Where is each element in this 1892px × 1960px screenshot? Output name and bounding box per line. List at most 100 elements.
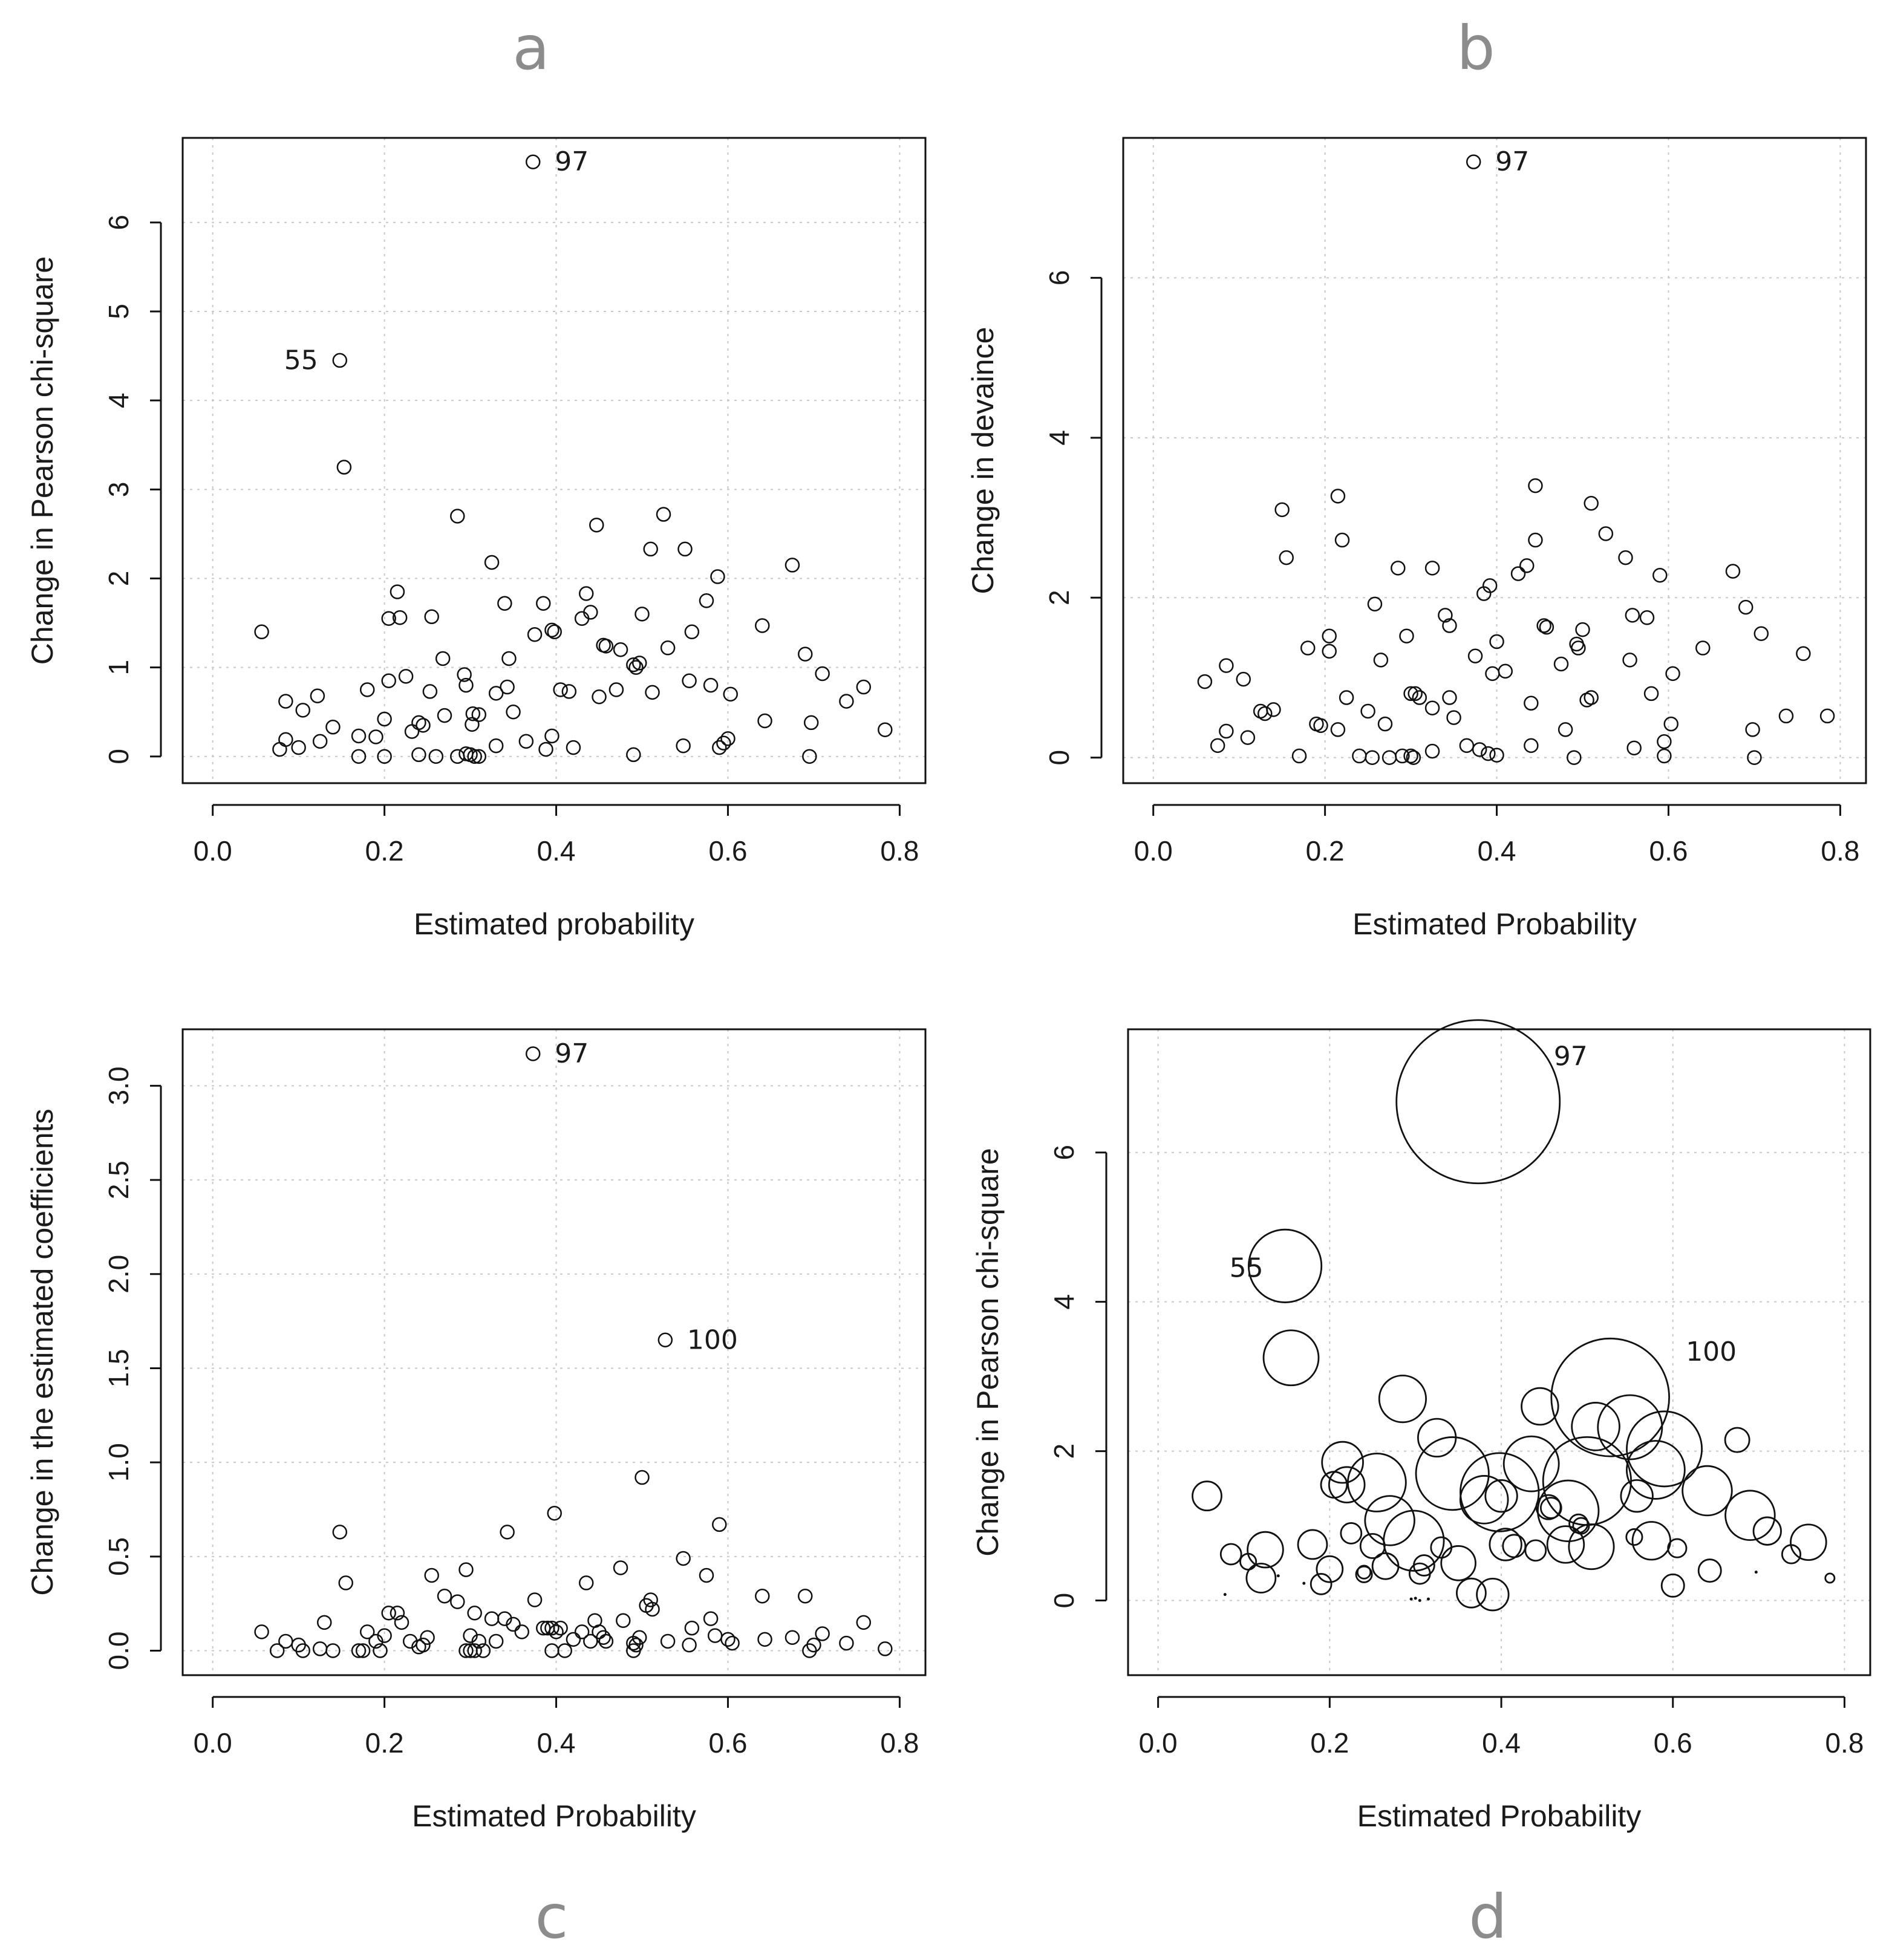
plot-frame — [181, 1028, 927, 1676]
data-point — [1413, 1554, 1435, 1577]
data-point — [596, 1630, 611, 1645]
data-point — [802, 749, 817, 764]
y-tick-label: 0 — [103, 749, 134, 764]
data-point — [467, 749, 482, 764]
data-point — [1553, 656, 1569, 672]
data-point — [1667, 1538, 1688, 1558]
panel-letter-a: a — [512, 13, 550, 83]
data-point — [1266, 702, 1281, 717]
data-point — [707, 1628, 723, 1643]
data-point — [332, 1525, 348, 1540]
data-point — [254, 1624, 269, 1639]
x-tick-label: 0.4 — [537, 835, 576, 867]
plot-frame — [181, 137, 927, 784]
plot-c: 0.0 0.2 0.4 0.6 0.8 Estimated Probability 0.0 0… — [25, 1028, 927, 1833]
data-point — [1320, 1471, 1348, 1499]
x-axis-title: Estimated Probability — [412, 1799, 696, 1833]
data-point — [351, 749, 367, 764]
data-point — [488, 686, 504, 701]
y-tick-label: 1 — [103, 660, 134, 676]
data-point — [578, 586, 594, 601]
data-point — [1328, 1466, 1366, 1503]
data-point — [1643, 686, 1659, 702]
data-point — [1408, 686, 1423, 702]
data-point — [450, 1594, 465, 1609]
data-point — [699, 1568, 714, 1583]
y-tick-label: 3 — [103, 482, 134, 498]
data-point — [1415, 1436, 1490, 1511]
data-point — [1625, 1528, 1643, 1546]
data-point — [1466, 154, 1481, 169]
data-point — [312, 734, 328, 749]
data-point — [1472, 742, 1487, 757]
data-point — [710, 569, 725, 584]
data-point — [589, 517, 604, 533]
data-point — [785, 558, 800, 573]
data-point — [525, 1046, 541, 1061]
data-point — [1276, 1574, 1280, 1578]
data-point — [390, 1605, 405, 1621]
data-point — [1274, 502, 1290, 518]
data-point — [1391, 561, 1406, 576]
data-point — [1753, 626, 1769, 642]
data-point — [634, 607, 650, 622]
data-point — [1456, 1577, 1487, 1609]
data-point — [632, 656, 647, 671]
data-point — [613, 1560, 628, 1575]
data-point — [634, 1470, 650, 1485]
data-point — [525, 154, 541, 169]
data-point — [684, 624, 700, 640]
data-point — [632, 1630, 647, 1645]
x-tick-label: 0.6 — [709, 835, 748, 867]
data-point — [325, 1643, 341, 1658]
data-point — [336, 460, 352, 475]
data-point — [1584, 690, 1599, 705]
data-point — [1571, 1402, 1620, 1451]
data-point — [839, 694, 854, 709]
data-point — [1467, 648, 1483, 664]
data-point — [458, 1562, 474, 1577]
data-point — [626, 747, 641, 763]
data-point — [381, 611, 396, 626]
x-axis-title: Estimated probability — [414, 907, 694, 941]
data-point — [1489, 747, 1504, 763]
x-axis-title: Estimated Probability — [1357, 1799, 1642, 1833]
scatter-points — [254, 1046, 893, 1658]
data-point — [1330, 722, 1346, 737]
data-point — [411, 1639, 426, 1655]
data-point — [390, 584, 405, 599]
data-point — [755, 618, 770, 633]
data-point — [856, 1615, 872, 1630]
data-point — [1395, 1019, 1561, 1185]
data-point — [1409, 1597, 1413, 1601]
data-point — [839, 1635, 854, 1651]
data-point — [377, 749, 392, 764]
y-axis-title: Change in devaince — [966, 327, 1000, 594]
data-point — [272, 741, 287, 757]
panel-letter-c: c — [535, 1881, 569, 1952]
data-point — [643, 1592, 658, 1607]
y-tick-label: 2.5 — [103, 1161, 134, 1199]
data-point — [785, 1630, 800, 1645]
data-point — [467, 1643, 482, 1658]
point-label-97: 97 — [1495, 146, 1529, 177]
data-point — [392, 610, 408, 625]
data-point — [1406, 750, 1421, 765]
data-point — [295, 703, 311, 718]
y-tick-label: 6 — [1043, 270, 1075, 286]
data-point — [398, 669, 414, 684]
data-point — [1539, 619, 1554, 635]
y-axis-title: Change in the estimated coefficients — [25, 1109, 59, 1595]
data-point — [1219, 723, 1234, 739]
x-tick-label: 0.2 — [1306, 835, 1345, 867]
data-point — [1442, 618, 1457, 633]
data-point — [1682, 1465, 1733, 1517]
data-point — [712, 1517, 727, 1532]
data-point — [1572, 1517, 1590, 1535]
data-point — [578, 1575, 594, 1590]
y-tick-label: 2 — [1048, 1444, 1080, 1459]
data-point — [1403, 686, 1418, 702]
y-tick-label: 0.0 — [103, 1632, 134, 1670]
data-point — [1724, 1490, 1776, 1542]
data-point — [500, 679, 515, 695]
